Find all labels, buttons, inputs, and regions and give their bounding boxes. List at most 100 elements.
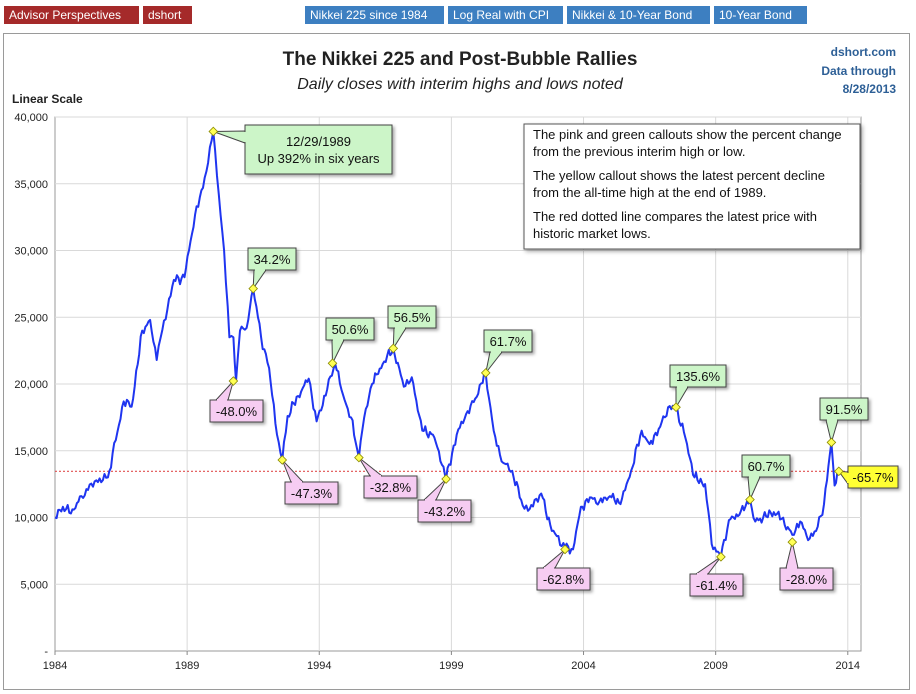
callout-text: 50.6% bbox=[332, 322, 369, 337]
x-axis: 1984 1989 1994 1999 2004 2009 2014 bbox=[43, 651, 860, 672]
pivot-marker bbox=[480, 368, 491, 378]
y-axis: - 5,000 10,000 15,000 20,000 25,000 30,000 35,0… bbox=[14, 112, 48, 658]
pivot-marker bbox=[441, 474, 451, 484]
chart-subtitle: Daily closes with interim highs and lows… bbox=[297, 76, 624, 93]
callout-text: -62.8% bbox=[543, 572, 585, 587]
callout-text: -32.8% bbox=[370, 480, 412, 495]
source-label: dshort.com bbox=[831, 45, 896, 59]
author-button[interactable]: dshort bbox=[143, 6, 192, 24]
callouts: 12/29/1989 Up 392% in six years -48.0% 34.2… bbox=[209, 124, 899, 597]
callout-pink: -32.8% bbox=[358, 457, 418, 499]
brand-button[interactable]: Advisor Perspectives bbox=[4, 6, 139, 24]
pivot-marker bbox=[277, 455, 288, 465]
callout-green: 50.6% bbox=[325, 317, 375, 364]
callout-box bbox=[483, 329, 533, 353]
callout-box bbox=[779, 567, 834, 591]
tab-10-year-bond[interactable]: 10-Year Bond bbox=[714, 6, 807, 24]
callout-pink: -28.0% bbox=[779, 541, 834, 591]
y-tick-label: 30,000 bbox=[14, 246, 48, 258]
callout-pink: -62.8% bbox=[536, 549, 591, 591]
callout-text: 34.2% bbox=[254, 252, 291, 267]
callout-pink: -43.2% bbox=[417, 478, 472, 523]
y-tick-label: 25,000 bbox=[14, 312, 48, 324]
scale-label: Linear Scale bbox=[12, 92, 83, 106]
callout-text: 12/29/1989 bbox=[286, 134, 351, 149]
pivot-marker bbox=[354, 452, 364, 463]
x-tick-label: 2009 bbox=[703, 660, 727, 672]
callout-text: -47.3% bbox=[291, 486, 333, 501]
x-tick-label: 1994 bbox=[307, 660, 331, 672]
callout-box bbox=[741, 454, 791, 478]
callout-box bbox=[669, 364, 727, 388]
callout-green: 12/29/1989 Up 392% in six years bbox=[213, 124, 393, 175]
callout-yellow: -65.7% bbox=[837, 465, 899, 489]
pivot-marker bbox=[560, 544, 570, 555]
callout-text: 56.5% bbox=[394, 310, 431, 325]
callout-text: 135.6% bbox=[676, 369, 721, 384]
callout-text: -65.7% bbox=[852, 470, 894, 485]
y-tick-label: - bbox=[44, 646, 48, 658]
x-tick-label: 1984 bbox=[43, 660, 67, 672]
callout-text: -43.2% bbox=[424, 504, 466, 519]
callout-box bbox=[387, 305, 437, 329]
callout-box bbox=[325, 317, 375, 341]
pivot-marker bbox=[388, 343, 399, 354]
callout-green: 60.7% bbox=[741, 454, 791, 500]
callout-text: -61.4% bbox=[696, 578, 738, 593]
y-tick-label: 20,000 bbox=[14, 379, 48, 391]
callout-green: 135.6% bbox=[669, 364, 727, 410]
x-tick-label: 2014 bbox=[836, 660, 860, 672]
note-line-2: from the previous interim high or low. bbox=[533, 144, 745, 159]
pivot-marker bbox=[833, 466, 844, 477]
nikkei-series-line bbox=[54, 130, 840, 558]
note-line-6: historic market lows. bbox=[533, 226, 651, 241]
x-tick-label: 2004 bbox=[571, 660, 595, 672]
callout-text: -28.0% bbox=[786, 572, 828, 587]
tab-nikkei-since-1984[interactable]: Nikkei 225 since 1984 bbox=[305, 6, 444, 24]
y-tick-label: 5,000 bbox=[20, 579, 48, 591]
callout-text: 91.5% bbox=[826, 402, 863, 417]
callout-green: 56.5% bbox=[387, 305, 437, 351]
data-through-date: 8/28/2013 bbox=[843, 82, 897, 96]
y-tick-label: 10,000 bbox=[14, 513, 48, 525]
callout-text: -48.0% bbox=[216, 404, 258, 419]
callout-box bbox=[363, 475, 418, 499]
x-tick-label: 1989 bbox=[175, 660, 199, 672]
callout-box bbox=[417, 499, 472, 523]
callout-box bbox=[284, 481, 339, 505]
callout-box bbox=[244, 124, 393, 175]
callout-text: 61.7% bbox=[490, 334, 527, 349]
chart-title: The Nikkei 225 and Post-Bubble Rallies bbox=[283, 49, 638, 70]
markers bbox=[208, 126, 844, 562]
pivot-marker bbox=[826, 437, 837, 448]
tab-nikkei-bond[interactable]: Nikkei & 10-Year Bond bbox=[567, 6, 710, 24]
y-tick-label: 40,000 bbox=[14, 112, 48, 124]
tab-log-real-cpi[interactable]: Log Real with CPI bbox=[448, 6, 563, 24]
callout-box bbox=[536, 567, 591, 591]
note-line-1: The pink and green callouts show the per… bbox=[533, 127, 842, 142]
note-line-3: The yellow callout shows the latest perc… bbox=[533, 168, 825, 183]
callout-box bbox=[689, 573, 744, 597]
pivot-marker bbox=[671, 402, 681, 413]
y-tick-label: 15,000 bbox=[14, 446, 48, 458]
pivot-marker bbox=[716, 552, 726, 562]
callout-green: 34.2% bbox=[247, 247, 297, 291]
callout-box bbox=[819, 397, 869, 421]
callout-pink: -61.4% bbox=[689, 556, 744, 597]
pivot-marker bbox=[327, 358, 338, 369]
callout-box bbox=[209, 399, 264, 423]
callout-text: Up 392% in six years bbox=[257, 151, 380, 166]
pivot-marker bbox=[248, 283, 259, 294]
pivot-marker bbox=[228, 376, 239, 386]
callout-box bbox=[247, 247, 297, 271]
note-box: The pink and green callouts show the per… bbox=[523, 123, 861, 250]
note-line-4: from the all-time high at the end of 198… bbox=[533, 185, 766, 200]
top-navigation: Advisor Perspectives dshort Nikkei 225 s… bbox=[0, 0, 916, 30]
pivot-marker bbox=[787, 537, 798, 547]
y-tick-label: 35,000 bbox=[14, 179, 48, 191]
callout-pink: -47.3% bbox=[281, 459, 339, 505]
callout-text: 60.7% bbox=[748, 459, 785, 474]
note-line-5: The red dotted line compares the latest … bbox=[533, 209, 817, 224]
pivot-marker bbox=[208, 126, 219, 137]
